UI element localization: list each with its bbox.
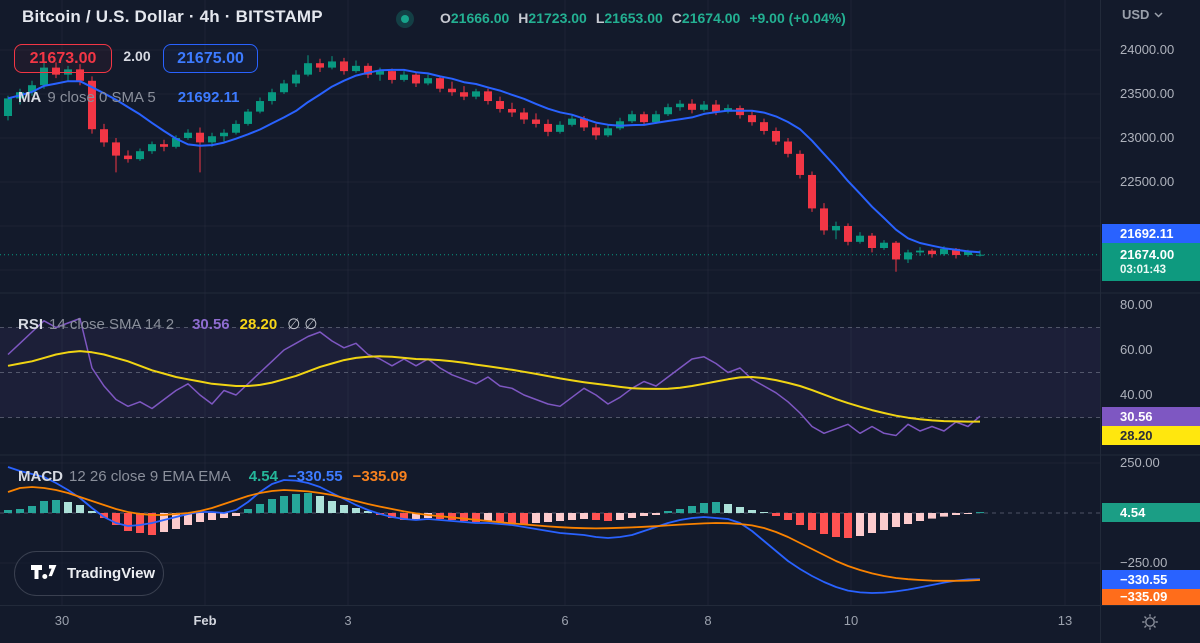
spread-value: 2.00 bbox=[123, 48, 151, 64]
open-label: O bbox=[440, 10, 451, 26]
last-price-badge: 21674.00 03:01:43 bbox=[1102, 243, 1200, 281]
price-axis-separator bbox=[1100, 0, 1101, 643]
bar-countdown: 03:01:43 bbox=[1120, 263, 1167, 276]
time-tick-label: 6 bbox=[561, 613, 569, 628]
change-value: +9.00 (+0.04%) bbox=[749, 10, 846, 26]
ma-legend-label: MA bbox=[18, 89, 42, 106]
tradingview-logo-icon bbox=[31, 564, 57, 579]
ma-legend[interactable]: MA 9 close 0 SMA 5 21692.11 bbox=[18, 89, 239, 106]
chevron-down-icon bbox=[1154, 11, 1163, 18]
rsi-empty-values: ∅ ∅ bbox=[287, 316, 318, 333]
rsi-legend-label: RSI bbox=[18, 316, 44, 333]
close-value: 21674.00 bbox=[681, 10, 741, 26]
rsi-value: 30.56 bbox=[192, 316, 230, 333]
currency-label: USD bbox=[1122, 7, 1150, 22]
time-tick-label: 30 bbox=[54, 613, 70, 628]
rsi-badge: 30.56 bbox=[1102, 407, 1200, 426]
sell-button[interactable]: 21673.00 bbox=[14, 44, 112, 73]
rsi-legend-params: 14 close SMA 14 2 bbox=[49, 316, 175, 333]
high-label: H bbox=[518, 10, 529, 26]
macd-line-badge: −330.55 bbox=[1102, 570, 1200, 589]
ma-legend-value: 21692.11 bbox=[177, 89, 240, 106]
axis-tick-label: 40.00 bbox=[1120, 387, 1153, 402]
axis-tick-label: −250.00 bbox=[1120, 555, 1168, 570]
macd-signal-badge: −335.09 bbox=[1102, 589, 1200, 606]
rsi-sma-badge: 28.20 bbox=[1102, 426, 1200, 445]
macd-hist-badge: 4.54 bbox=[1102, 503, 1200, 522]
macd-line-value: −330.55 bbox=[287, 468, 343, 485]
tradingview-logo[interactable]: TradingView bbox=[14, 551, 164, 596]
macd-hist-value: 4.54 bbox=[248, 468, 278, 485]
last-price-value: 21674.00 bbox=[1120, 246, 1175, 262]
close-label: C bbox=[671, 10, 682, 26]
ma-legend-params: 9 close 0 SMA 5 bbox=[47, 89, 156, 106]
low-label: L bbox=[595, 10, 605, 26]
high-value: 21723.00 bbox=[528, 10, 587, 26]
macd-legend-label: MACD bbox=[18, 468, 63, 485]
low-value: 21653.00 bbox=[604, 10, 663, 26]
axis-tick-label: 24000.00 bbox=[1120, 42, 1175, 57]
tradingview-brand-text: TradingView bbox=[67, 565, 156, 582]
macd-legend-params: 12 26 close 9 EMA EMA bbox=[69, 468, 231, 485]
axis-tick-label: 60.00 bbox=[1120, 342, 1153, 357]
buy-button[interactable]: 21675.00 bbox=[163, 44, 258, 73]
axis-tick-label: 80.00 bbox=[1120, 297, 1153, 312]
ohlc-readout: O21666.00 H21723.00 L21653.00 C21674.00 +9.0… bbox=[440, 10, 855, 26]
time-tick-label: 8 bbox=[704, 613, 712, 628]
macd-legend[interactable]: MACD 12 26 close 9 EMA EMA 4.54 −330.55 −335… bbox=[18, 468, 407, 485]
axis-tick-label: 250.00 bbox=[1120, 455, 1160, 470]
time-tick-label: 13 bbox=[1057, 613, 1073, 628]
axis-tick-label: 23000.00 bbox=[1120, 130, 1175, 145]
ma-price-badge: 21692.11 bbox=[1102, 224, 1200, 243]
time-axis-separator bbox=[0, 605, 1200, 606]
time-tick-label: 10 bbox=[843, 613, 859, 628]
axis-tick-label: 22500.00 bbox=[1120, 174, 1175, 189]
macd-signal-value: −335.09 bbox=[352, 468, 408, 485]
rsi-legend[interactable]: RSI 14 close SMA 14 2 30.56 28.20 ∅ ∅ bbox=[18, 315, 318, 333]
open-value: 21666.00 bbox=[450, 10, 510, 26]
time-tick-label: Feb bbox=[193, 613, 217, 628]
time-tick-label: 3 bbox=[344, 613, 352, 628]
market-status-dot bbox=[396, 10, 414, 28]
rsi-sma-value: 28.20 bbox=[239, 316, 278, 333]
axis-settings-gear-icon[interactable] bbox=[1136, 608, 1164, 636]
currency-dropdown[interactable]: USD bbox=[1122, 7, 1163, 22]
axis-tick-label: 23500.00 bbox=[1120, 86, 1175, 101]
symbol-title[interactable]: Bitcoin / U.S. Dollar · 4h · BITSTAMP bbox=[22, 7, 323, 26]
